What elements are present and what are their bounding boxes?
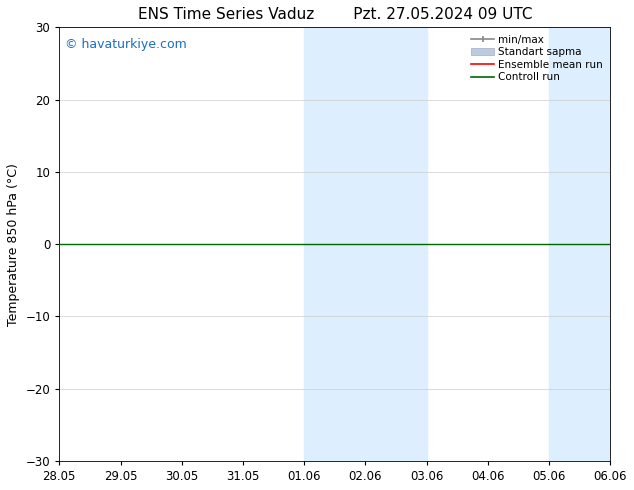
Bar	[549, 27, 611, 461]
Title: ENS Time Series Vaduz        Pzt. 27.05.2024 09 UTC: ENS Time Series Vaduz Pzt. 27.05.2024 09…	[138, 7, 532, 22]
Y-axis label: Temperature 850 hPa (°C): Temperature 850 hPa (°C)	[7, 163, 20, 325]
Text: © havaturkiye.com: © havaturkiye.com	[65, 38, 186, 51]
Legend: min/max, Standart sapma, Ensemble mean run, Controll run: min/max, Standart sapma, Ensemble mean r…	[469, 32, 605, 84]
Bar	[304, 27, 365, 461]
Bar	[365, 27, 427, 461]
